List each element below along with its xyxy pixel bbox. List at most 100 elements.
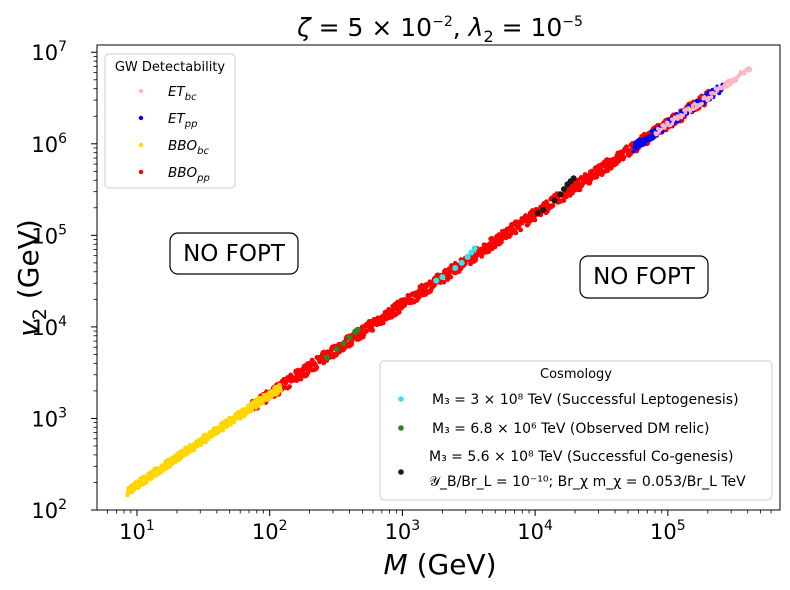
x-tick-label: 102 — [252, 518, 288, 544]
y-tick-label: 105 — [31, 222, 67, 248]
series-co-genesis — [534, 175, 577, 217]
scatter-point — [349, 341, 355, 347]
scatter-point — [314, 365, 320, 370]
scatter-point — [734, 78, 739, 83]
scatter-point — [486, 248, 492, 254]
x-tick-label: 105 — [650, 518, 686, 544]
scatter-point — [323, 354, 330, 361]
scatter-point — [748, 68, 752, 73]
chart-title: ζ = 5 × 10−2, λ2 = 10−5 — [296, 13, 583, 46]
legend-marker — [398, 396, 404, 402]
legend-marker — [138, 88, 144, 94]
scatter-point — [452, 264, 459, 271]
scatter-point — [419, 282, 425, 288]
legend-marker — [138, 115, 144, 121]
scatter-point — [458, 259, 465, 266]
scatter-point — [709, 95, 714, 99]
legend-label-ET_bc: ETbc — [168, 84, 197, 103]
scatter-point — [492, 244, 498, 250]
y-tick-label: 106 — [31, 131, 67, 157]
scatter-point — [498, 239, 504, 245]
scatter-point — [713, 91, 717, 96]
legend-label-BBO_pp: BBOpp — [168, 165, 210, 184]
scatter-point — [513, 230, 519, 236]
scatter-point — [725, 84, 730, 89]
scatter-point — [249, 408, 255, 413]
scatter-point — [656, 126, 660, 131]
scatter-point — [570, 175, 577, 182]
x-tick-label: 101 — [119, 518, 155, 544]
scatter-point — [439, 274, 446, 281]
scatter-point — [278, 388, 283, 393]
scatter-point — [551, 197, 558, 204]
axis-ticks: 101 102 103 104 105 102 103 104 105 106 107 — [31, 39, 772, 544]
scatter-point — [605, 168, 611, 174]
scatter-point — [468, 261, 473, 267]
scatter-point — [396, 309, 402, 315]
gw-legend: GW Detectability ETbc ETpp BBObc BBOpp — [104, 53, 236, 189]
scatter-point — [681, 113, 685, 118]
y-tick-label: 107 — [31, 39, 67, 65]
legend-label-BBO_bc: BBObc — [168, 138, 210, 157]
data-layer — [125, 66, 753, 498]
scatter-point — [370, 328, 375, 333]
scatter-point — [441, 279, 447, 285]
scatter-point — [473, 257, 478, 263]
scatter-point — [191, 447, 197, 453]
scatter-point — [346, 334, 353, 341]
scatter-point — [534, 210, 541, 217]
scatter-point — [742, 71, 747, 76]
scatter-point — [518, 227, 524, 233]
scatter-point — [448, 274, 454, 280]
scatter-point — [468, 249, 475, 256]
scatter-point — [700, 101, 704, 106]
scatter-point — [631, 149, 636, 154]
scatter-point — [380, 320, 386, 326]
scatter-point — [361, 332, 367, 338]
scatter-point — [671, 119, 676, 123]
no-fopt-annotation-left: NO FOPT — [169, 232, 299, 275]
legend-marker — [398, 425, 404, 431]
scatter-point — [683, 110, 688, 115]
legend-marker — [138, 142, 144, 148]
scatter-point — [550, 203, 556, 208]
scatter-point — [621, 154, 627, 160]
series-leptogenesis — [433, 245, 478, 284]
cosmology-legend-title: Cosmology — [540, 367, 612, 382]
legend-marker — [398, 469, 404, 475]
scatter-point — [529, 208, 535, 213]
series-BBO_bc — [125, 382, 283, 498]
no-fopt-annotation-right: NO FOPT — [579, 255, 709, 299]
scatter-point — [471, 245, 478, 252]
scatter-point — [670, 121, 675, 126]
legend-label-co-genesis-line2: 𝒴_B/Br_L = 10⁻¹⁰; Br_χ m_χ = 0.053/Br_L … — [429, 474, 746, 490]
series-dm-relic — [323, 326, 361, 361]
x-tick-label: 104 — [517, 518, 553, 544]
no-fopt-label-left: NO FOPT — [183, 241, 286, 267]
y-tick-label: 102 — [31, 497, 67, 523]
scatter-point — [433, 277, 440, 284]
y-tick-label: 104 — [31, 314, 67, 340]
legend-label-ET_pp: ETpp — [168, 111, 197, 130]
scatter-point — [635, 146, 640, 151]
scatter-point — [666, 120, 670, 125]
plot-area — [96, 44, 781, 511]
scatter-point — [149, 476, 154, 481]
series-ET_bc — [653, 66, 753, 137]
legend-label-dm-relic: M₃ = 6.8 × 10⁶ TeV (Observed DM relic) — [432, 421, 709, 437]
scatter-point — [540, 206, 547, 213]
scatter-point — [642, 141, 647, 146]
y-axis-label: v2 (GeV) — [12, 219, 51, 337]
scatter-point — [287, 384, 292, 390]
legend-label-co-genesis-line1: M₃ = 5.6 × 10⁸ TeV (Successful Co-genesi… — [429, 449, 733, 465]
scatter-point — [532, 217, 538, 223]
scatter-point — [637, 137, 642, 142]
y-tick-label: 103 — [31, 405, 67, 431]
x-tick-label: 103 — [385, 518, 421, 544]
scatter-point — [729, 82, 733, 87]
scatter-point — [354, 326, 361, 333]
scatter-point — [721, 85, 726, 90]
legend-marker — [138, 169, 144, 175]
scatter-point — [589, 168, 595, 174]
